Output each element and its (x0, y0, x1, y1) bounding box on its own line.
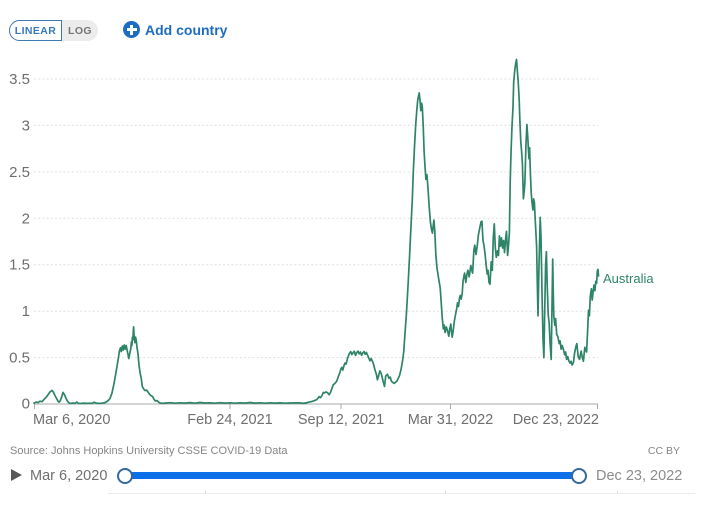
svg-text:1: 1 (22, 303, 30, 320)
svg-text:Feb 24, 2021: Feb 24, 2021 (187, 412, 272, 428)
svg-text:Australia: Australia (603, 271, 654, 286)
svg-text:3.5: 3.5 (9, 71, 30, 88)
svg-text:0: 0 (22, 396, 30, 413)
svg-text:0.5: 0.5 (9, 350, 30, 367)
svg-text:3: 3 (22, 117, 30, 134)
svg-text:Mar 6, 2020: Mar 6, 2020 (33, 412, 110, 428)
svg-text:Dec 23, 2022: Dec 23, 2022 (513, 412, 599, 428)
svg-text:1.5: 1.5 (9, 257, 30, 274)
svg-text:2.5: 2.5 (9, 164, 30, 181)
svg-text:2: 2 (22, 210, 30, 227)
svg-text:Mar 31, 2022: Mar 31, 2022 (408, 412, 493, 428)
svg-text:Sep 12, 2021: Sep 12, 2021 (298, 412, 384, 428)
